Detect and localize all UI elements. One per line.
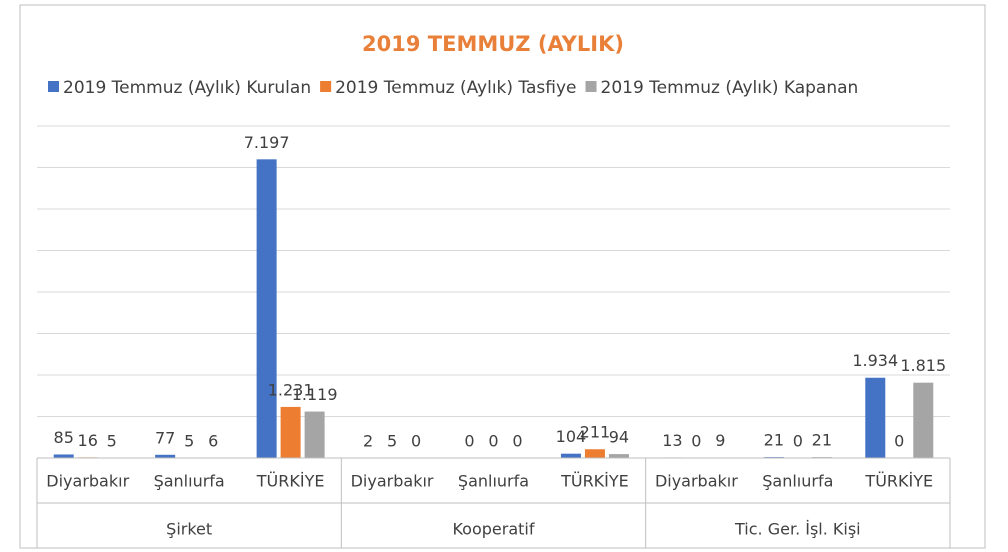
bar [304, 411, 325, 458]
legend-swatch [585, 81, 597, 92]
bar [608, 454, 629, 458]
x-tick-label: TÜRKİYE [256, 472, 325, 491]
data-label: 0 [464, 432, 474, 451]
data-label: 0 [691, 432, 701, 451]
data-label: 16 [78, 431, 98, 450]
chart-frame [19, 4, 986, 549]
data-label: 1.934 [852, 351, 898, 370]
data-label: 94 [609, 428, 629, 447]
group-label: Şirket [166, 520, 212, 539]
bar [865, 377, 886, 458]
data-label: 77 [155, 428, 175, 447]
data-label: 104 [556, 427, 587, 446]
x-tick-label: TÜRKİYE [560, 472, 629, 491]
group-label: Kooperatif [452, 520, 534, 539]
legend-label: 2019 Temmuz (Aylık) Kapanan [601, 78, 859, 98]
x-tick-label: Şanlıurfa [154, 472, 225, 491]
data-label: 211 [580, 423, 611, 442]
x-tick-label: Şanlıurfa [762, 472, 833, 491]
x-tick-label: TÜRKİYE [864, 472, 933, 491]
data-label: 21 [812, 431, 832, 450]
data-label: 1.231 [268, 380, 314, 399]
data-label: 1.815 [900, 356, 946, 375]
x-tick-label: Diyarbakır [351, 472, 434, 491]
data-label: 1.119 [292, 385, 338, 404]
data-label: 21 [764, 431, 784, 450]
bar [155, 454, 176, 458]
data-label: 9 [715, 431, 725, 450]
data-label: 0 [894, 432, 904, 451]
bar [913, 382, 934, 458]
data-label: 5 [387, 431, 397, 450]
legend-label: 2019 Temmuz (Aylık) Kurulan [63, 78, 311, 98]
group-label: Tic. Ger. İşl. Kişi [734, 520, 861, 539]
bar [280, 406, 301, 458]
bar [584, 449, 605, 458]
legend-swatch [48, 81, 59, 92]
data-label: 0 [793, 432, 803, 451]
data-label: 2 [363, 431, 373, 450]
data-label: 7.197 [244, 133, 290, 152]
bar [256, 159, 277, 458]
data-label: 0 [488, 432, 498, 451]
data-label: 5 [107, 431, 117, 450]
x-tick-label: Şanlıurfa [458, 472, 529, 491]
bar [53, 454, 74, 458]
legend-swatch [320, 81, 332, 92]
x-tick-label: Diyarbakır [46, 472, 129, 491]
data-label: 0 [411, 432, 421, 451]
bar [560, 453, 581, 458]
chart-title: 2019 TEMMUZ (AYLIK) [362, 32, 624, 56]
data-label: 13 [662, 431, 682, 450]
data-label: 0 [512, 432, 522, 451]
x-tick-label: Diyarbakır [655, 472, 738, 491]
data-label: 6 [208, 431, 218, 450]
data-label: 5 [184, 431, 194, 450]
data-label: 85 [54, 428, 74, 447]
legend-label: 2019 Temmuz (Aylık) Tasfiye [335, 78, 576, 98]
